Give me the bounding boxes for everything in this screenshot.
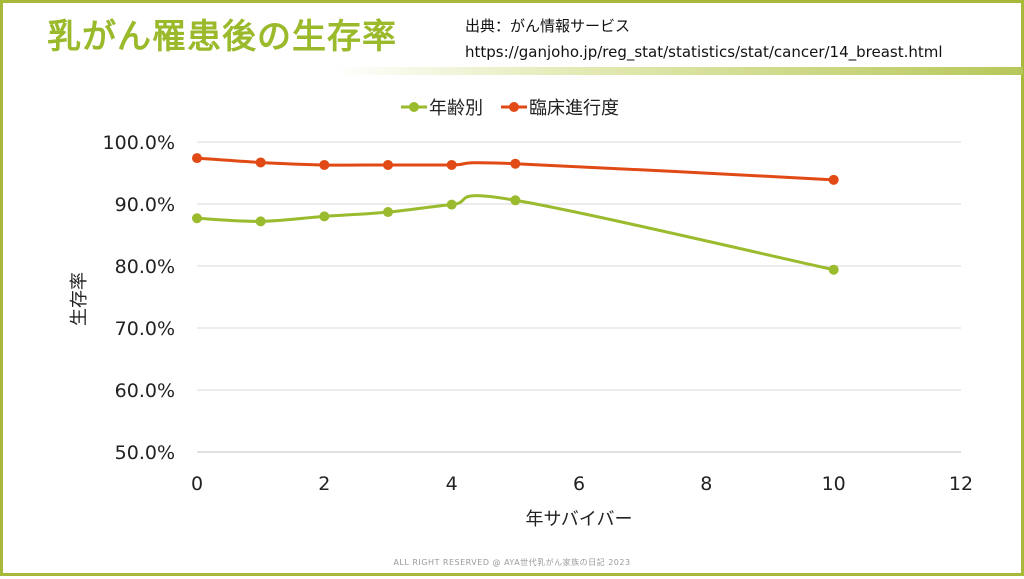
page-title: 乳がん罹患後の生存率 [47, 17, 397, 57]
survival-line-chart: 50.0% 60.0% 70.0% 80.0% 90.0% 100.0% 0 2 4 6 8 10 12… [69, 98, 973, 530]
series-1-point [828, 264, 839, 275]
series-line-1 [196, 194, 834, 272]
chart-axes: 50.0% 60.0% 70.0% 80.0% 90.0% 100.0% 0 2 4 6 8 10 12… [69, 132, 973, 530]
legend-marker-2 [509, 102, 519, 112]
chart-grid [197, 141, 961, 453]
x-tick-label: 4 [446, 473, 458, 495]
series-1-point [446, 199, 457, 210]
series-2-point [446, 159, 457, 170]
source-url: https://ganjoho.jp/reg_stat/statistics/s… [465, 43, 943, 61]
y-tick-label: 80.0% [115, 256, 175, 278]
y-tick-label: 50.0% [115, 442, 175, 464]
chart-series [192, 153, 839, 275]
series-2-point [383, 159, 393, 170]
series-1-point [510, 195, 521, 206]
series-2-point [192, 153, 202, 164]
series-2-point [828, 174, 839, 185]
y-axis-title: 生存率 [69, 272, 90, 326]
copyright-footer: ALL RIGHT RESERVED @ AYA世代乳がん家族の日記 2023 [393, 558, 631, 567]
legend-marker-1 [409, 102, 419, 112]
x-tick-label: 2 [318, 473, 330, 495]
title-divider [333, 67, 1023, 75]
series-2-point [510, 158, 521, 169]
x-tick-label: 12 [949, 473, 973, 495]
source-citation: 出典：がん情報サービス https://ganjoho.jp/reg_stat/… [465, 13, 943, 65]
x-axis-title: 年サバイバー [526, 509, 633, 530]
y-tick-label: 90.0% [115, 194, 175, 216]
series-2-point [255, 157, 266, 168]
x-tick-label: 0 [191, 473, 203, 495]
series-line-2 [196, 156, 834, 182]
y-tick-label: 60.0% [115, 380, 175, 402]
series-2-point [319, 159, 330, 170]
y-tick-label: 70.0% [115, 318, 175, 340]
series-1-point [383, 207, 393, 218]
legend-label-2: 臨床進行度 [529, 98, 619, 119]
series-1-point [192, 213, 202, 224]
x-tick-label: 8 [700, 473, 712, 495]
y-tick-label: 100.0% [103, 132, 175, 154]
series-1-point [319, 211, 330, 222]
x-tick-label: 10 [822, 473, 846, 495]
legend-label-1: 年齢別 [429, 98, 483, 119]
source-label: 出典：がん情報サービス [465, 17, 631, 35]
series-1-point [255, 216, 266, 227]
x-tick-label: 6 [573, 473, 585, 495]
chart-legend: 年齢別 臨床進行度 [401, 98, 619, 119]
